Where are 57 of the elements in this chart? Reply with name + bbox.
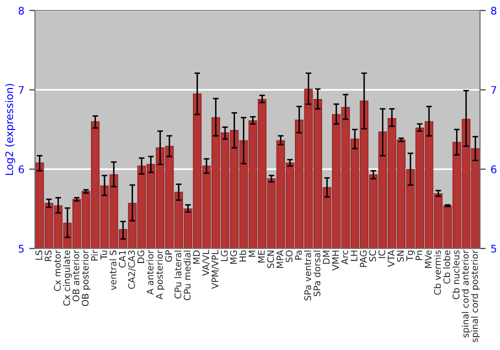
x-tick-label: spinal cord posterior bbox=[470, 250, 480, 342]
x-tick-label: MG bbox=[230, 250, 237, 264]
x-tick-label: GP bbox=[165, 250, 172, 262]
x-tick-label: Tg bbox=[406, 250, 415, 262]
x-tick-label: OB anterior bbox=[72, 250, 80, 302]
x-tick-label: MVe bbox=[424, 250, 432, 268]
x-tick-label: OB posterior bbox=[82, 250, 90, 306]
y-axis-title: Log2 (expression) bbox=[5, 84, 16, 175]
y-tick-label: 7 bbox=[18, 86, 24, 94]
x-tick-label: Cx motor bbox=[54, 250, 61, 291]
x-tick-label: A anterior bbox=[146, 250, 154, 295]
x-tick-label: SN bbox=[396, 250, 404, 262]
x-tick-label: SCN bbox=[267, 250, 274, 268]
x-tick-label: IC bbox=[378, 250, 386, 258]
x-tick-label: CA1 bbox=[118, 250, 126, 268]
x-tick-label: SO bbox=[286, 250, 293, 262]
x-tick-label: LH bbox=[350, 250, 358, 261]
y-tick-label: 8 bbox=[18, 6, 24, 15]
x-tick-label: CPu lateral bbox=[174, 250, 182, 298]
y2-tick-label: 8 bbox=[491, 6, 496, 15]
x-tick-label: Cb nucleus bbox=[452, 250, 460, 300]
x-tick-label: CPu medial bbox=[184, 250, 191, 300]
x-tick-label: Cb vermis bbox=[434, 250, 441, 295]
x-tick-label: SPa dorsal bbox=[313, 250, 320, 296]
y2-tick-label: 5 bbox=[491, 244, 496, 253]
x-tick-label: RS bbox=[44, 250, 52, 262]
y2-tick-label: 7 bbox=[491, 86, 496, 94]
x-tick-label: Pa bbox=[295, 250, 302, 260]
x-tick-label: DM bbox=[322, 250, 330, 264]
x-tick-label: DG bbox=[137, 250, 144, 263]
x-tick-label: spinal cord anterior bbox=[462, 250, 470, 338]
x-tick-label: LG bbox=[220, 250, 228, 262]
x-tick-label: VA/VL bbox=[202, 250, 210, 276]
x-tick-label: PAG bbox=[360, 250, 367, 267]
y-tick-label: 5 bbox=[18, 244, 24, 253]
x-tick-label: Pir bbox=[90, 250, 98, 260]
x-tick-label: Hb bbox=[239, 250, 246, 262]
x-tick-label: M bbox=[248, 250, 256, 257]
x-tick-label: VPM/VPL bbox=[212, 250, 220, 289]
x-tick-label: Pn bbox=[416, 250, 422, 260]
x-tick-label: Cx cingulate bbox=[63, 250, 72, 306]
y2-tick-label: 6 bbox=[491, 165, 496, 174]
x-tick-label: Tu bbox=[100, 250, 108, 260]
x-tick-label: MPA bbox=[276, 250, 284, 268]
x-tick-label: MD bbox=[193, 250, 200, 264]
x-tick-label: A posterior bbox=[156, 250, 165, 300]
x-tick-label: LS bbox=[35, 250, 42, 260]
x-tick-label: Cb lobe bbox=[443, 250, 450, 284]
x-tick-label: CA2/CA3 bbox=[128, 250, 136, 289]
x-tick-label: VTA bbox=[388, 250, 394, 267]
x-tick-label: SPa ventral bbox=[304, 250, 312, 300]
x-tick-label: VMH bbox=[332, 250, 339, 271]
y-tick-label: 6 bbox=[18, 165, 24, 174]
x-tick-label: SC bbox=[369, 250, 376, 262]
x-tick-label: Arc bbox=[341, 250, 348, 264]
x-tick-label: ME bbox=[258, 250, 265, 262]
x-tick-label: ventral S bbox=[109, 250, 116, 290]
